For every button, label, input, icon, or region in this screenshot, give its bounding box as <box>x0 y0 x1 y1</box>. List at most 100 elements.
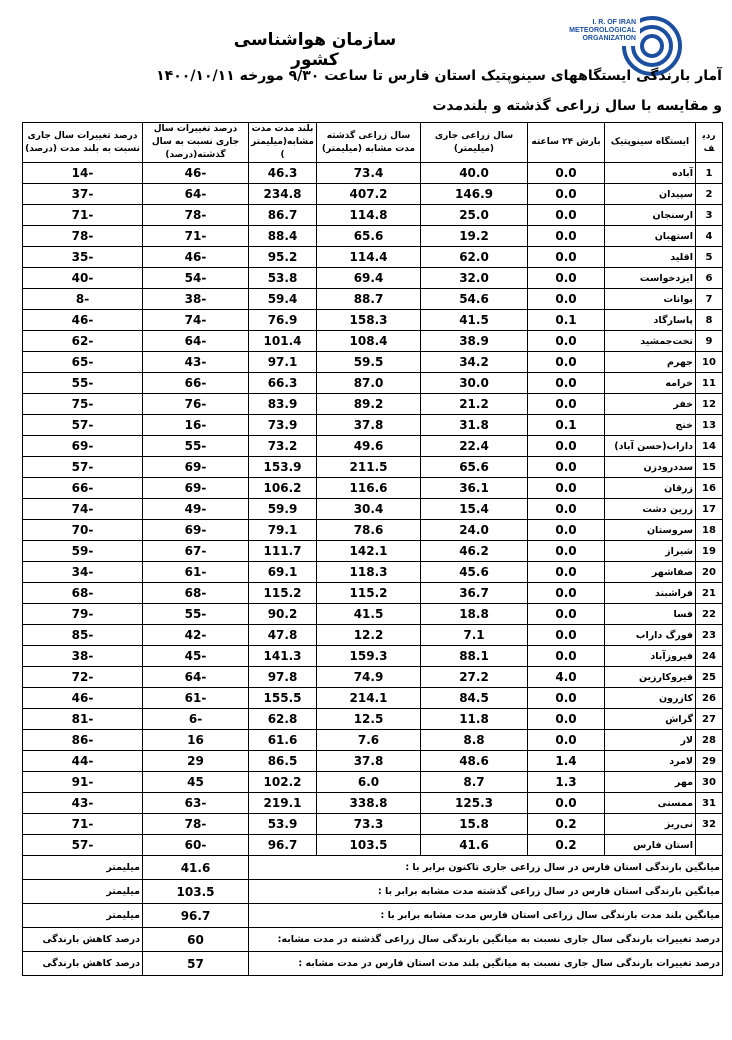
change-vs-last: -78 <box>142 813 249 835</box>
change-vs-long-term: -81 <box>22 708 143 730</box>
current-year: 18.8 <box>420 603 528 625</box>
table-row: 5 اقلید 0.0 62.0 114.4 95.2 -46 -35 <box>22 246 723 268</box>
current-year: 146.9 <box>420 183 528 205</box>
long-term: 86.7 <box>248 204 317 226</box>
row-index: 31 <box>695 792 723 814</box>
change-vs-long-term: -91 <box>22 771 143 793</box>
change-vs-last: -71 <box>142 225 249 247</box>
rain-24h: 0.0 <box>527 267 605 289</box>
summary-row: میانگین بلند مدت بارندگی سال زراعی استان… <box>22 903 723 928</box>
long-term: 86.5 <box>248 750 317 772</box>
rain-24h: 0.0 <box>527 456 605 478</box>
change-vs-last: -16 <box>142 414 249 436</box>
long-term: 59.4 <box>248 288 317 310</box>
change-vs-last: 45 <box>142 771 249 793</box>
station-name: صفاشهر <box>604 561 696 583</box>
summary-value: 57 <box>142 951 249 976</box>
rain-24h: 0.0 <box>527 624 605 646</box>
station-name: زرین دشت <box>604 498 696 520</box>
long-term: 97.1 <box>248 351 317 373</box>
change-vs-last: -45 <box>142 645 249 667</box>
station-name: سددرودزن <box>604 456 696 478</box>
rain-24h: 0.2 <box>527 813 605 835</box>
station-name: آباده <box>604 162 696 184</box>
change-vs-last: -55 <box>142 435 249 457</box>
station-name: سروستان <box>604 519 696 541</box>
table-row: 25 قیروکارزین 4.0 27.2 74.9 97.8 -64 -72 <box>22 666 723 688</box>
row-index: 27 <box>695 708 723 730</box>
row-index: 26 <box>695 687 723 709</box>
last-year: 12.2 <box>316 624 421 646</box>
summary-value: 41.6 <box>142 855 249 880</box>
change-vs-last: -6 <box>142 708 249 730</box>
current-year: 41.5 <box>420 309 528 331</box>
current-year: 30.0 <box>420 372 528 394</box>
last-year: 41.5 <box>316 603 421 625</box>
report-title: آمار بارندگی ایستگاههای سینوپتیک استان ف… <box>156 68 722 84</box>
table-row: 11 خرامه 0.0 30.0 87.0 66.3 -66 -55 <box>22 372 723 394</box>
current-year: 32.0 <box>420 267 528 289</box>
current-year: 84.5 <box>420 687 528 709</box>
station-name: استهبان <box>604 225 696 247</box>
rain-24h: 0.0 <box>527 645 605 667</box>
change-vs-long-term: -35 <box>22 246 143 268</box>
last-year: 73.4 <box>316 162 421 184</box>
change-vs-long-term: -43 <box>22 792 143 814</box>
column-header: درصد تغییرات سال جاری نسبت به بلند مدت (… <box>22 122 143 163</box>
current-year: 21.2 <box>420 393 528 415</box>
station-name: لامرد <box>604 750 696 772</box>
change-vs-last: -67 <box>142 540 249 562</box>
long-term: 234.8 <box>248 183 317 205</box>
change-vs-long-term: -71 <box>22 813 143 835</box>
change-vs-last: -64 <box>142 666 249 688</box>
table-row: 28 لار 0.0 8.8 7.6 61.6 16 -86 <box>22 729 723 751</box>
last-year: 158.3 <box>316 309 421 331</box>
row-index: 28 <box>695 729 723 751</box>
change-vs-long-term: -37 <box>22 183 143 205</box>
rain-24h: 1.4 <box>527 750 605 772</box>
summary-row: درصد تغییرات بارندگی سال جاری نسبت به می… <box>22 927 723 952</box>
row-index: 24 <box>695 645 723 667</box>
change-vs-last: -69 <box>142 519 249 541</box>
row-index: 13 <box>695 414 723 436</box>
column-header: بارش ۲۴ ساعته <box>527 122 605 163</box>
current-year: 8.8 <box>420 729 528 751</box>
change-vs-long-term: -8 <box>22 288 143 310</box>
last-year: 103.5 <box>316 834 421 856</box>
change-vs-last: -76 <box>142 393 249 415</box>
svg-text:METEOROLOGICAL: METEOROLOGICAL <box>569 27 637 34</box>
current-year: 88.1 <box>420 645 528 667</box>
station-name: ارسنجان <box>604 204 696 226</box>
rain-24h: 0.0 <box>527 204 605 226</box>
current-year: 62.0 <box>420 246 528 268</box>
rain-24h: 0.0 <box>527 519 605 541</box>
change-vs-last: -60 <box>142 834 249 856</box>
change-vs-long-term: -78 <box>22 225 143 247</box>
last-year: 159.3 <box>316 645 421 667</box>
rain-24h: 0.1 <box>527 414 605 436</box>
row-index: 19 <box>695 540 723 562</box>
change-vs-long-term: -65 <box>22 351 143 373</box>
rain-24h: 0.0 <box>527 708 605 730</box>
header-row: ردیف ایستگاه سینوپتیک بارش ۲۴ ساعته سال زرا… <box>22 122 723 163</box>
long-term: 79.1 <box>248 519 317 541</box>
rain-24h: 0.0 <box>527 372 605 394</box>
row-index: 30 <box>695 771 723 793</box>
long-term: 62.8 <box>248 708 317 730</box>
current-year: 31.8 <box>420 414 528 436</box>
table-row: 23 فورگ داراب 0.0 7.1 12.2 47.8 -42 -85 <box>22 624 723 646</box>
row-index: 29 <box>695 750 723 772</box>
svg-text:ORGANIZATION: ORGANIZATION <box>582 35 636 42</box>
change-vs-long-term: -66 <box>22 477 143 499</box>
long-term: 88.4 <box>248 225 317 247</box>
current-year: 125.3 <box>420 792 528 814</box>
rain-24h: 0.0 <box>527 540 605 562</box>
current-year: 54.6 <box>420 288 528 310</box>
change-vs-long-term: -71 <box>22 204 143 226</box>
column-header: ایستگاه سینوپتیک <box>604 122 696 163</box>
rain-24h: 0.0 <box>527 792 605 814</box>
station-name: زرقان <box>604 477 696 499</box>
last-year: 37.8 <box>316 750 421 772</box>
table-row: 13 خنج 0.1 31.8 37.8 73.9 -16 -57 <box>22 414 723 436</box>
current-year: 48.6 <box>420 750 528 772</box>
